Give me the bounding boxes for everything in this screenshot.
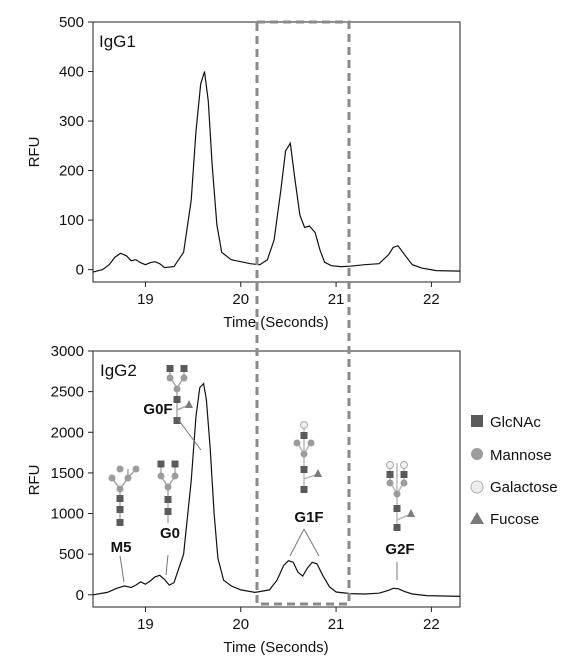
g0f-glycan-icon xyxy=(166,365,202,451)
igg1-panel-title: IgG1 xyxy=(99,32,136,51)
igg2-x-tick-label: 21 xyxy=(328,616,345,633)
igg1-x-axis-label: Time (Seconds) xyxy=(223,314,328,331)
igg2-x-tick-label: 19 xyxy=(137,616,154,633)
g1f-label: G1F xyxy=(294,509,323,526)
m5-glycan-icon xyxy=(108,465,140,583)
igg2-x-ticks: 19 20 21 22 xyxy=(137,607,440,633)
igg1-y-tick-label: 100 xyxy=(59,212,84,229)
igg2-trace-line xyxy=(92,382,461,597)
igg1-y-tick-label: 0 xyxy=(76,262,84,279)
mannose-legend-label: Mannose xyxy=(490,447,552,464)
igg1-trace-line xyxy=(92,71,461,273)
fucose-legend-icon xyxy=(470,512,484,524)
g0-label: G0 xyxy=(160,525,180,542)
igg1-x-tick-label: 19 xyxy=(137,291,154,308)
igg1-x-tick-label: 20 xyxy=(232,291,249,308)
igg2-plot-frame xyxy=(92,350,461,608)
glcnac-legend-label: GlcNAc xyxy=(490,414,541,431)
igg1-y-axis-label: RFU xyxy=(26,137,43,168)
g1f-glycan-icon xyxy=(289,421,322,557)
igg2-x-axis-label: Time (Seconds) xyxy=(223,639,328,656)
igg2-y-tick-label: 500 xyxy=(59,546,84,563)
g2f-glycan-icon xyxy=(386,461,415,580)
igg1-plot-frame xyxy=(92,21,461,283)
igg2-y-tick-label: 1000 xyxy=(51,506,84,523)
igg1-y-tick-label: 400 xyxy=(59,64,84,81)
igg1-panel: IgG1 RFU Time (Seconds) 0 100 200 300 400 500… xyxy=(26,14,461,331)
igg1-y-tick-label: 200 xyxy=(59,163,84,180)
igg1-x-tick-label: 21 xyxy=(328,291,345,308)
igg2-y-tick-label: 2500 xyxy=(51,384,84,401)
igg2-x-tick-label: 22 xyxy=(423,616,440,633)
g0f-label: G0F xyxy=(143,401,172,418)
galactose-legend-icon xyxy=(470,480,484,494)
g0-glycan-icon xyxy=(157,460,179,576)
glcnac-legend-icon xyxy=(471,415,483,427)
g2f-label: G2F xyxy=(385,541,414,558)
igg1-y-tick-label: 300 xyxy=(59,113,84,130)
galactose-legend-label: Galactose xyxy=(490,479,558,496)
fucose-legend-label: Fucose xyxy=(490,511,539,528)
m5-label: M5 xyxy=(111,539,132,556)
igg2-y-tick-label: 0 xyxy=(76,587,84,604)
igg2-panel: IgG2 RFU Time (Seconds) 0 500 1000 1500 2000… xyxy=(26,343,461,656)
igg2-y-tick-label: 3000 xyxy=(51,343,84,360)
igg2-y-ticks: 0 500 1000 1500 2000 2500 3000 xyxy=(51,343,93,604)
igg2-y-axis-label: RFU xyxy=(26,465,43,496)
monosaccharide-legend: GlcNAc Mannose Galactose Fucose xyxy=(470,414,558,528)
highlight-region-box xyxy=(255,20,351,606)
igg1-x-ticks: 19 20 21 22 xyxy=(137,282,440,308)
igg2-x-tick-label: 20 xyxy=(232,616,249,633)
igg2-y-tick-label: 1500 xyxy=(51,465,84,482)
igg1-y-tick-label: 500 xyxy=(59,14,84,31)
igg2-panel-title: IgG2 xyxy=(100,361,137,380)
mannose-legend-icon xyxy=(471,448,483,460)
igg1-x-tick-label: 22 xyxy=(423,291,440,308)
igg2-y-tick-label: 2000 xyxy=(51,424,84,441)
igg1-y-ticks: 0 100 200 300 400 500 xyxy=(59,14,93,279)
